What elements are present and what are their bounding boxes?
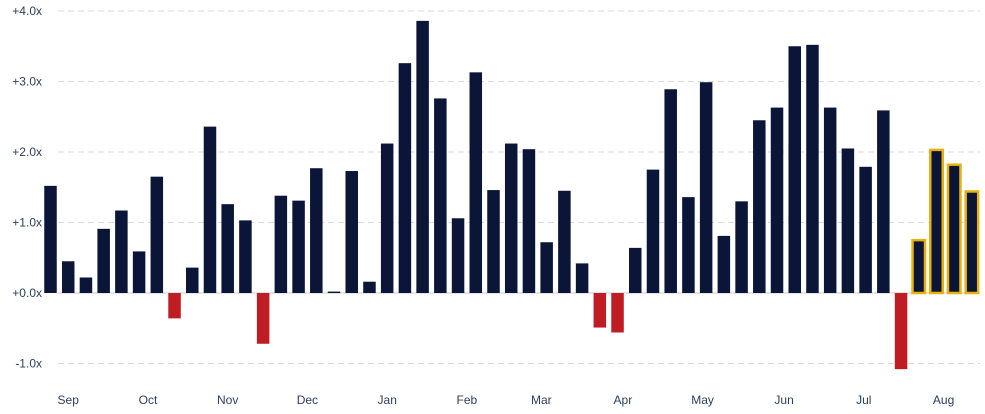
bar bbox=[398, 63, 412, 293]
bar bbox=[363, 281, 376, 293]
bar bbox=[558, 190, 571, 293]
bar bbox=[575, 263, 589, 293]
bar bbox=[221, 204, 234, 293]
bar bbox=[788, 46, 801, 293]
bar bbox=[380, 143, 394, 293]
bar bbox=[664, 89, 677, 293]
x-tick-label-apr: Apr bbox=[614, 393, 633, 407]
bar bbox=[487, 190, 500, 293]
y-axis-ticks: +4.0x +3.0x +2.0x +1.0x +0.0x -1.0x bbox=[12, 4, 42, 371]
bar bbox=[345, 171, 358, 293]
x-tick-label-jul: Jul bbox=[856, 393, 871, 407]
bar bbox=[823, 107, 837, 293]
bar bbox=[327, 291, 341, 293]
bar bbox=[186, 267, 199, 293]
x-tick-label-jun: Jun bbox=[774, 393, 793, 407]
bar bbox=[310, 168, 323, 293]
bar bbox=[239, 220, 252, 293]
x-tick-label-may: May bbox=[691, 393, 714, 407]
x-tick-label-nov: Nov bbox=[217, 393, 238, 407]
highlighted-bar bbox=[911, 238, 927, 295]
bar bbox=[611, 293, 624, 333]
x-axis-ticks: Sep Oct Nov Dec Jan Feb Mar Apr May Jun Jul Aug bbox=[58, 393, 955, 407]
bar bbox=[150, 176, 164, 293]
y-tick-label: +3.0x bbox=[12, 75, 42, 89]
x-tick-label-sep: Sep bbox=[58, 393, 80, 407]
bar bbox=[469, 72, 483, 293]
bar bbox=[416, 20, 429, 294]
bar bbox=[682, 197, 695, 293]
bar bbox=[203, 126, 217, 294]
bar bbox=[699, 82, 713, 293]
x-tick-label-dec: Dec bbox=[297, 393, 318, 407]
bar bbox=[806, 44, 819, 294]
highlighted-bar bbox=[946, 163, 962, 295]
y-tick-label: -1.0x bbox=[15, 357, 42, 371]
x-tick-label-aug: Aug bbox=[933, 393, 954, 407]
bar bbox=[841, 148, 855, 293]
bar bbox=[97, 228, 110, 293]
bar bbox=[770, 107, 784, 293]
bar bbox=[434, 98, 447, 293]
bar bbox=[753, 120, 766, 294]
bar bbox=[859, 166, 872, 294]
bar bbox=[451, 218, 465, 293]
x-tick-label-oct: Oct bbox=[139, 393, 158, 407]
bar bbox=[132, 251, 146, 293]
bar bbox=[274, 195, 288, 293]
bar bbox=[79, 277, 93, 293]
bar bbox=[292, 200, 305, 293]
bar bbox=[877, 110, 890, 293]
bars bbox=[44, 20, 980, 370]
bar bbox=[646, 169, 660, 294]
bar bbox=[894, 293, 908, 370]
bar bbox=[44, 185, 57, 293]
highlighted-bar bbox=[929, 148, 944, 295]
x-tick-label-feb: Feb bbox=[457, 393, 478, 407]
bar bbox=[593, 293, 607, 328]
y-tick-label: +2.0x bbox=[12, 145, 42, 159]
bar bbox=[115, 210, 128, 293]
y-tick-label: +0.0x bbox=[12, 286, 42, 300]
bar bbox=[256, 293, 270, 344]
x-tick-label-mar: Mar bbox=[531, 393, 552, 407]
y-tick-label: +1.0x bbox=[12, 216, 42, 230]
bar bbox=[168, 293, 181, 319]
bar bbox=[61, 261, 75, 293]
highlighted-bar bbox=[964, 190, 980, 295]
bar bbox=[629, 247, 642, 293]
bar bbox=[735, 201, 748, 293]
bar bbox=[522, 149, 536, 293]
bar bbox=[504, 143, 518, 293]
y-tick-label: +4.0x bbox=[12, 4, 42, 18]
x-tick-label-jan: Jan bbox=[378, 393, 397, 407]
bar bbox=[540, 242, 553, 293]
bar bbox=[717, 235, 731, 293]
